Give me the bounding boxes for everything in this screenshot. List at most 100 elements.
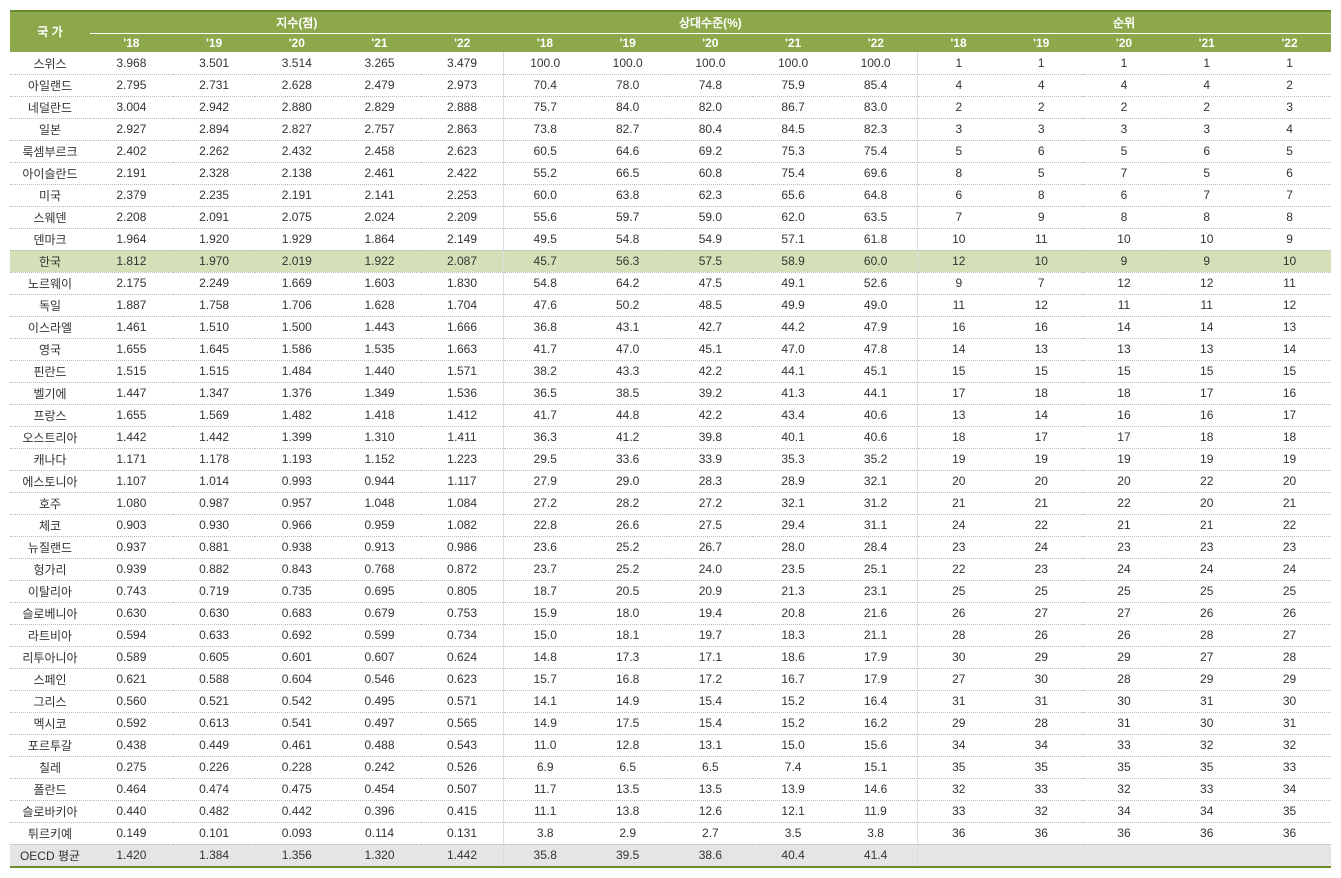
data-cell: 3 [917,118,1000,140]
country-cell: 영국 [10,338,90,360]
data-cell: 30 [1083,690,1166,712]
country-cell: 튀르키예 [10,822,90,844]
data-cell: 1.320 [338,844,421,867]
data-cell: 0.630 [90,602,173,624]
data-cell: 32 [1248,734,1331,756]
data-cell: 2.863 [421,118,504,140]
data-cell: 62.3 [669,184,752,206]
data-cell: 43.4 [752,404,835,426]
data-cell: 3.004 [90,96,173,118]
table-row: 칠레0.2750.2260.2280.2420.5266.96.56.57.41… [10,756,1331,778]
data-cell: 24 [1165,558,1248,580]
data-cell: 0.695 [338,580,421,602]
header-country: 국 가 [10,11,90,52]
data-cell: 1 [1083,52,1166,74]
data-cell: 0.101 [173,822,256,844]
data-cell: 2.235 [173,184,256,206]
data-cell: 54.8 [586,228,669,250]
data-cell: 27 [1165,646,1248,668]
data-cell: 6.5 [669,756,752,778]
data-cell: 49.1 [752,272,835,294]
table-body: 스위스3.9683.5013.5143.2653.479100.0100.010… [10,52,1331,867]
data-cell: 39.8 [669,426,752,448]
data-cell: 41.7 [504,338,587,360]
data-cell: 0.993 [255,470,338,492]
data-cell: 55.6 [504,206,587,228]
data-cell: 2.208 [90,206,173,228]
data-cell: 17 [1000,426,1083,448]
country-cell: 캐나다 [10,448,90,470]
data-cell: 0.442 [255,800,338,822]
data-cell: 18 [1165,426,1248,448]
data-cell: 0.843 [255,558,338,580]
data-cell: 84.0 [586,96,669,118]
data-cell: 2.731 [173,74,256,96]
data-cell [1083,844,1166,867]
table-row: 프랑스1.6551.5691.4821.4181.41241.744.842.2… [10,404,1331,426]
header-group-rank: 순위 [917,11,1331,34]
data-cell: 0.454 [338,778,421,800]
data-cell: 15 [1248,360,1331,382]
data-cell: 41.7 [504,404,587,426]
data-cell: 60.8 [669,162,752,184]
data-cell: 19 [917,448,1000,470]
country-cell: 헝가리 [10,558,90,580]
data-cell: 0.939 [90,558,173,580]
country-cell: 핀란드 [10,360,90,382]
data-cell: 10 [1165,228,1248,250]
data-cell: 18 [1248,426,1331,448]
data-cell: 0.607 [338,646,421,668]
data-cell: 1.117 [421,470,504,492]
data-cell: 2.479 [338,74,421,96]
data-cell: 36 [1083,822,1166,844]
data-cell: 18 [917,426,1000,448]
data-cell: 85.4 [834,74,917,96]
data-cell: 14 [1165,316,1248,338]
data-cell: 2.628 [255,74,338,96]
data-cell: 1.014 [173,470,256,492]
data-cell: 31 [1000,690,1083,712]
data-cell: 30 [1000,668,1083,690]
data-cell: 3.968 [90,52,173,74]
table-row: 한국1.8121.9702.0191.9222.08745.756.357.55… [10,250,1331,272]
data-cell: 27 [1000,602,1083,624]
data-cell: 0.464 [90,778,173,800]
data-cell [1000,844,1083,867]
data-cell: 1.442 [90,426,173,448]
data-cell: 21.1 [834,624,917,646]
data-cell: 15.4 [669,712,752,734]
data-cell: 15 [1083,360,1166,382]
data-cell: 2.175 [90,272,173,294]
data-cell: 19 [1000,448,1083,470]
data-cell: 25.2 [586,536,669,558]
data-cell: 29 [917,712,1000,734]
header-year: '19 [586,34,669,53]
header-year: '20 [1083,34,1166,53]
data-cell: 0.114 [338,822,421,844]
data-cell: 0.474 [173,778,256,800]
country-cell: 프랑스 [10,404,90,426]
data-cell: 27 [917,668,1000,690]
data-cell: 23.6 [504,536,587,558]
data-cell: 33.6 [586,448,669,470]
data-cell: 10 [917,228,1000,250]
data-cell: 0.588 [173,668,256,690]
data-cell: 13.9 [752,778,835,800]
data-cell: 0.930 [173,514,256,536]
data-cell: 15.7 [504,668,587,690]
data-cell: 14.1 [504,690,587,712]
data-cell: 28 [1165,624,1248,646]
data-cell: 16.7 [752,668,835,690]
data-cell: 64.2 [586,272,669,294]
data-cell: 23.7 [504,558,587,580]
data-cell: 2.091 [173,206,256,228]
data-cell: 14.9 [504,712,587,734]
country-cell: 벨기에 [10,382,90,404]
data-cell: 69.2 [669,140,752,162]
data-cell: 2.9 [586,822,669,844]
data-cell: 59.0 [669,206,752,228]
data-cell: 32 [1000,800,1083,822]
data-cell: 1.107 [90,470,173,492]
country-cell: 멕시코 [10,712,90,734]
header-year: '18 [917,34,1000,53]
